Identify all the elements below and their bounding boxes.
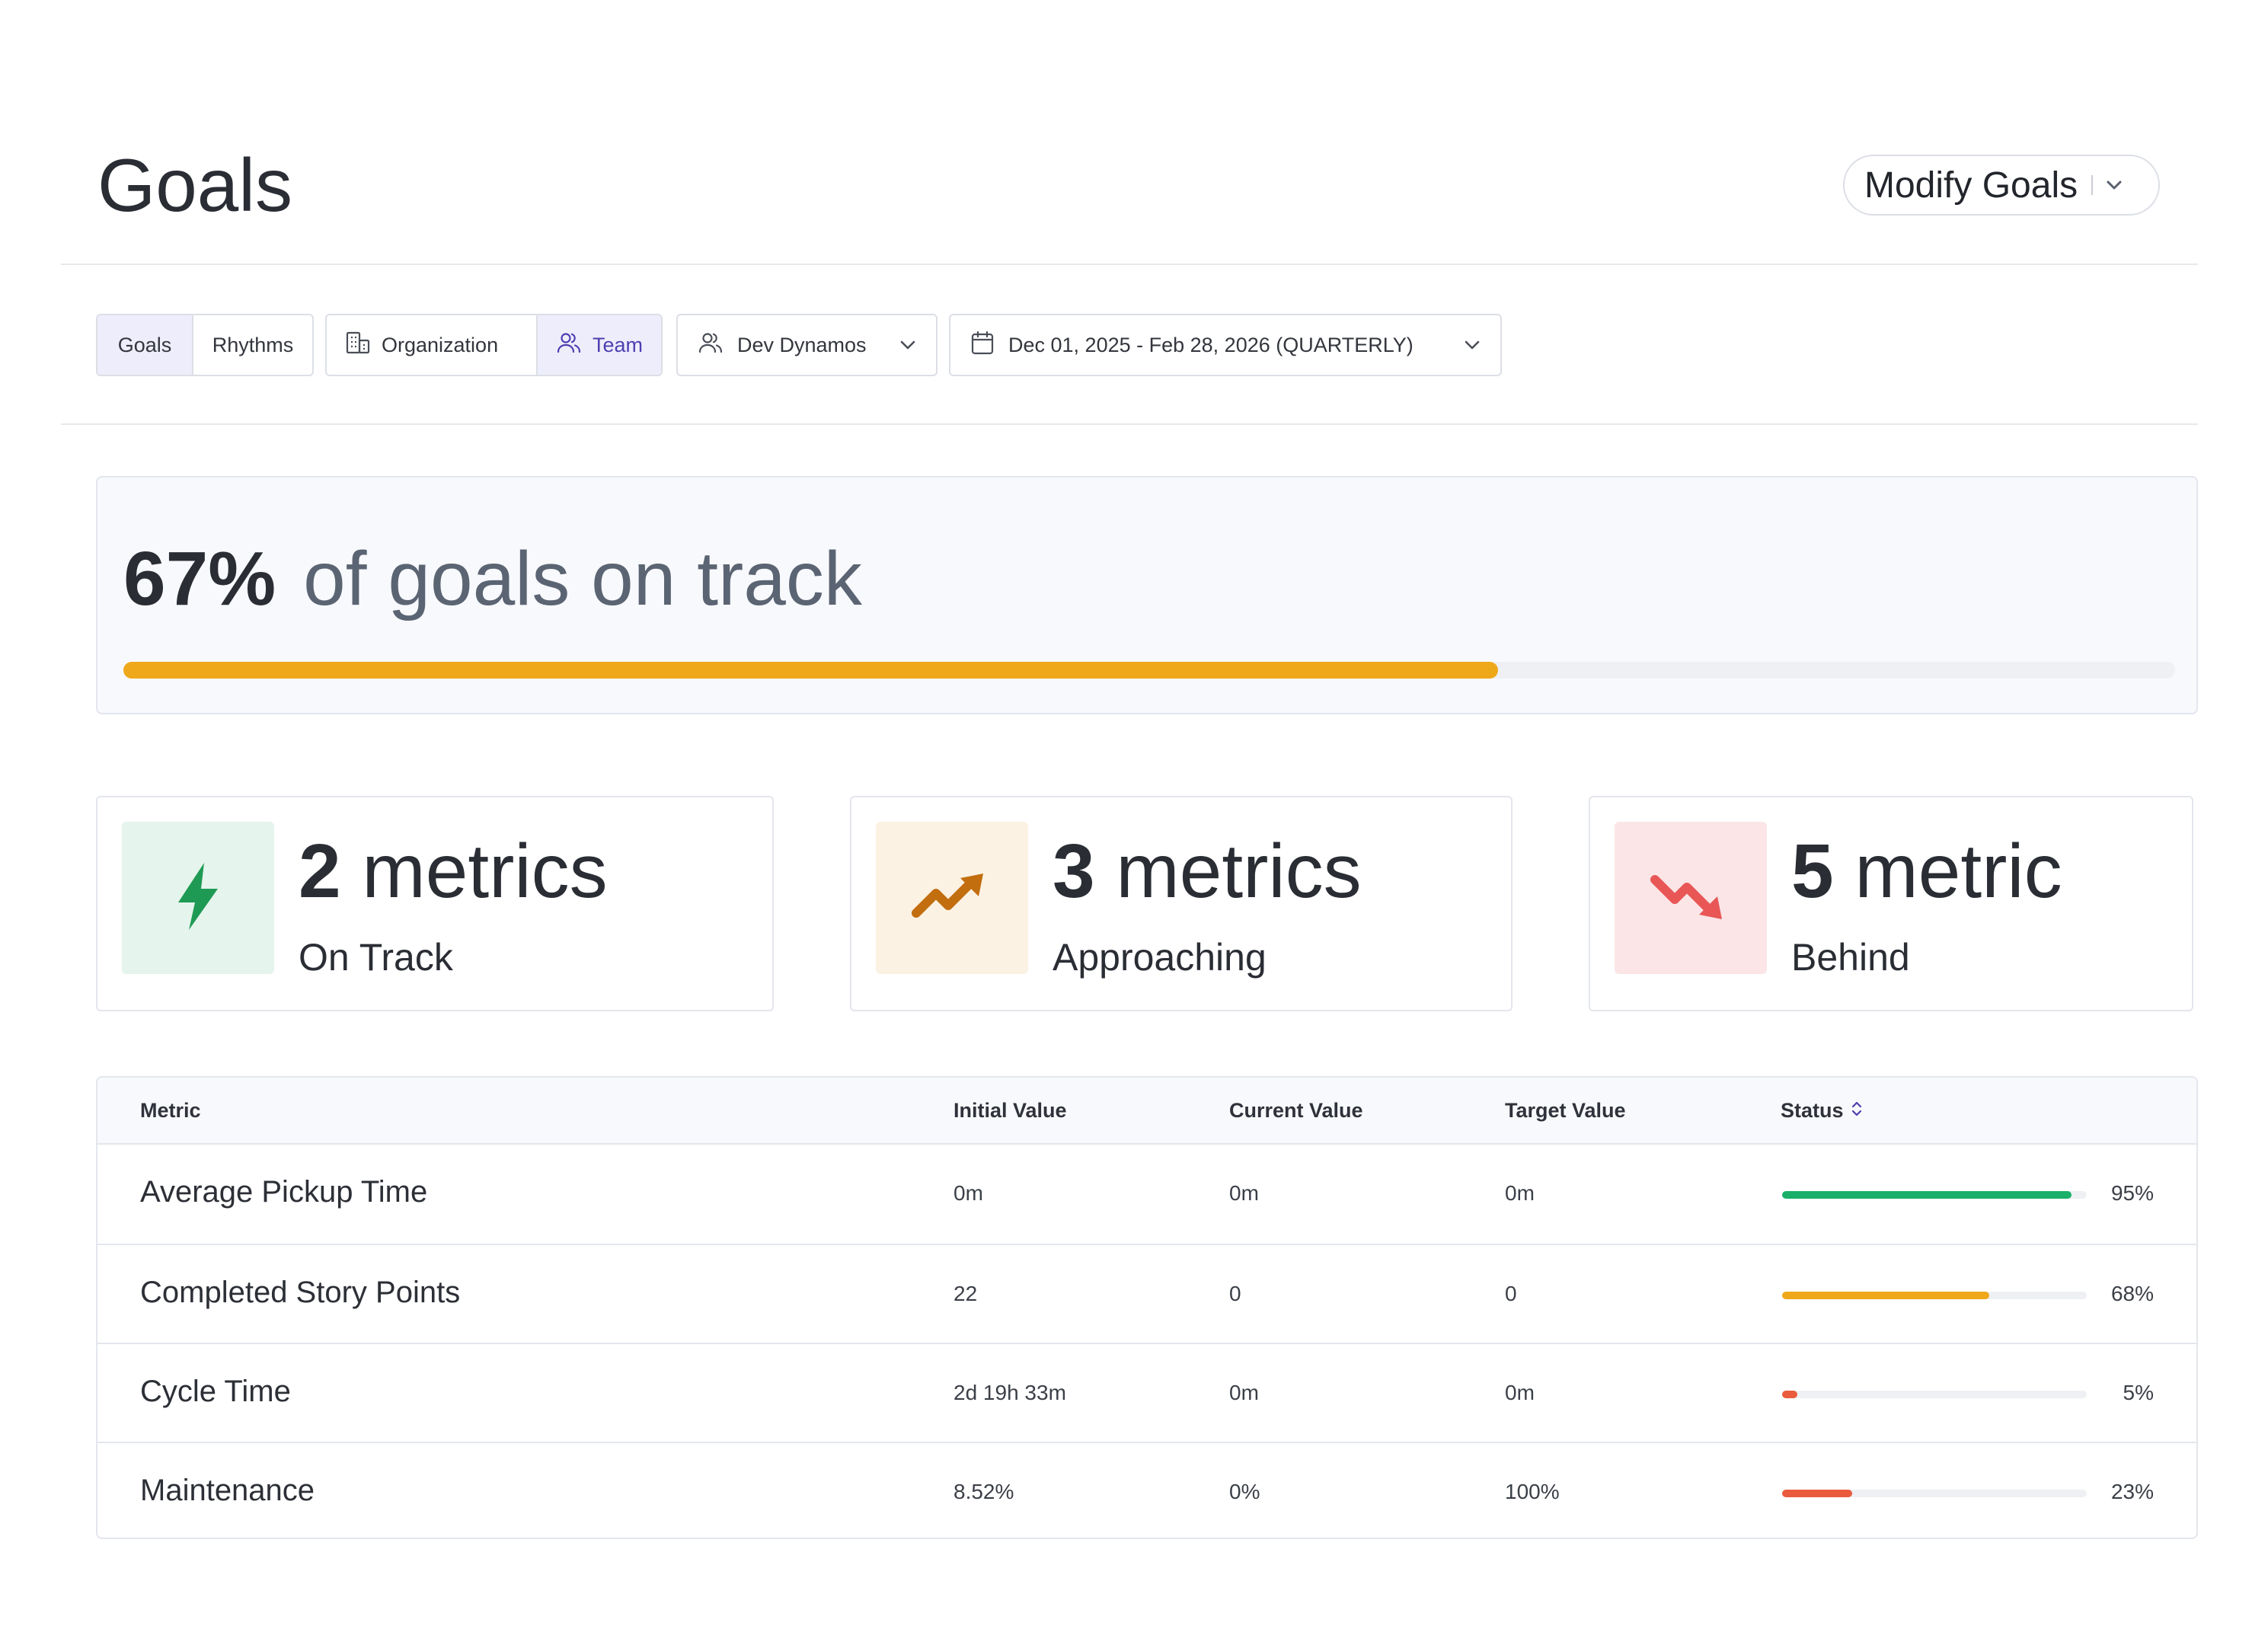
team-dropdown[interactable]: Dev Dynamos — [676, 314, 938, 376]
initial-value: 8.52% — [954, 1480, 1014, 1503]
team-dropdown-value: Dev Dynamos — [737, 333, 867, 356]
initial-value: 2d 19h 33m — [954, 1381, 1066, 1404]
tab-team-label: Team — [592, 333, 643, 356]
on-track-count: 2 metrics — [299, 829, 608, 914]
table-row[interactable]: Cycle Time 2d 19h 33m 0m 0m 5% — [97, 1343, 2196, 1442]
summary-percent: 67% — [123, 536, 276, 621]
current-value: 0 — [1229, 1282, 1241, 1305]
behind-count: 5 metric — [1791, 829, 2062, 914]
summary-headline: 67% of goals on track — [123, 537, 862, 621]
on-track-card[interactable]: 2 metrics On Track — [96, 796, 774, 1011]
chevron-down-icon[interactable] — [2103, 174, 2125, 196]
header-current-value[interactable]: Current Value — [1229, 1099, 1363, 1122]
header-target-value[interactable]: Target Value — [1505, 1099, 1626, 1122]
status-progress-track — [1782, 1490, 2087, 1497]
summary-progress-fill — [123, 662, 1498, 679]
chevron-down-icon — [899, 340, 916, 350]
status-percent: 95% — [2110, 1181, 2154, 1205]
table-row[interactable]: Average Pickup Time 0m 0m 0m 95% — [97, 1145, 2196, 1244]
status-percent: 5% — [2123, 1381, 2154, 1404]
status-progress-fill — [1782, 1292, 1989, 1299]
header-initial-value[interactable]: Initial Value — [954, 1099, 1067, 1122]
initial-value: 0m — [954, 1181, 983, 1205]
status-progress-fill — [1782, 1490, 1852, 1497]
status-progress-track — [1782, 1391, 2087, 1398]
scope-toggle: Organization Team — [325, 314, 663, 376]
approaching-card[interactable]: 3 metrics Approaching — [850, 796, 1513, 1011]
initial-value: 22 — [954, 1282, 978, 1305]
behind-label: Behind — [1791, 936, 1910, 979]
tab-organization[interactable]: Organization — [327, 315, 536, 375]
status-progress-fill — [1782, 1391, 1797, 1398]
status-progress-fill — [1782, 1191, 2072, 1199]
users-icon — [556, 330, 582, 361]
target-value: 0m — [1505, 1181, 1535, 1205]
current-value: 0m — [1229, 1181, 1259, 1205]
current-value: 0m — [1229, 1381, 1259, 1404]
trending-down-icon — [1649, 869, 1733, 928]
date-range-dropdown[interactable]: Dec 01, 2025 - Feb 28, 2026 (QUARTERLY) — [949, 314, 1502, 376]
button-separator — [2091, 175, 2094, 195]
table-row[interactable]: Completed Story Points 22 0 0 68% — [97, 1244, 2196, 1343]
header-divider — [61, 264, 2198, 265]
metrics-table: Metric Initial Value Current Value Targe… — [96, 1076, 2198, 1539]
sort-icon[interactable] — [1851, 1099, 1862, 1123]
target-value: 100% — [1505, 1480, 1560, 1503]
behind-card[interactable]: 5 metric Behind — [1589, 796, 2193, 1011]
building-icon — [345, 330, 371, 361]
modify-goals-label: Modify Goals — [1864, 164, 2078, 206]
chevron-down-icon — [1464, 340, 1481, 350]
tab-goals[interactable]: Goals — [97, 315, 192, 375]
table-header: Metric Initial Value Current Value Targe… — [97, 1078, 2196, 1145]
current-value: 0% — [1229, 1480, 1260, 1503]
table-row[interactable]: Maintenance 8.52% 0% 100% 23% — [97, 1442, 2196, 1538]
metric-name[interactable]: Maintenance — [140, 1474, 315, 1507]
tab-organization-label: Organization — [382, 333, 499, 356]
status-percent: 68% — [2110, 1282, 2154, 1305]
summary-text: of goals on track — [303, 536, 862, 621]
filters-divider — [61, 423, 2198, 425]
status-progress-track — [1782, 1191, 2087, 1199]
date-range-value: Dec 01, 2025 - Feb 28, 2026 (QUARTERLY) — [1008, 333, 1414, 356]
target-value: 0 — [1505, 1282, 1517, 1305]
page-title: Goals — [97, 143, 293, 227]
on-track-icon-box — [122, 822, 274, 974]
approaching-count: 3 metrics — [1053, 829, 1362, 914]
summary-progress-track — [123, 662, 2175, 679]
header-metric[interactable]: Metric — [140, 1099, 201, 1122]
view-toggle: Goals Rhythms — [96, 314, 314, 376]
metric-name[interactable]: Completed Story Points — [140, 1276, 461, 1309]
tab-team[interactable]: Team — [535, 315, 661, 375]
behind-icon-box — [1615, 822, 1767, 974]
approaching-label: Approaching — [1053, 936, 1267, 979]
metric-name[interactable]: Cycle Time — [140, 1375, 291, 1408]
status-percent: 23% — [2110, 1480, 2154, 1503]
header-status[interactable]: Status — [1781, 1099, 1862, 1123]
tab-goals-label: Goals — [117, 333, 172, 356]
goals-summary: 67% of goals on track — [96, 476, 2198, 714]
trending-up-icon — [910, 869, 994, 928]
target-value: 0m — [1505, 1381, 1535, 1404]
approaching-icon-box — [876, 822, 1028, 974]
status-progress-track — [1782, 1292, 2087, 1299]
users-icon — [698, 330, 724, 361]
tab-rhythms-label: Rhythms — [212, 333, 294, 356]
metric-name[interactable]: Average Pickup Time — [140, 1175, 428, 1209]
calendar-icon — [970, 330, 995, 361]
on-track-label: On Track — [299, 936, 453, 979]
modify-goals-button[interactable]: Modify Goals — [1843, 155, 2160, 216]
header-status-label: Status — [1781, 1099, 1844, 1122]
lightning-icon — [166, 860, 230, 937]
tab-rhythms[interactable]: Rhythms — [192, 315, 312, 375]
